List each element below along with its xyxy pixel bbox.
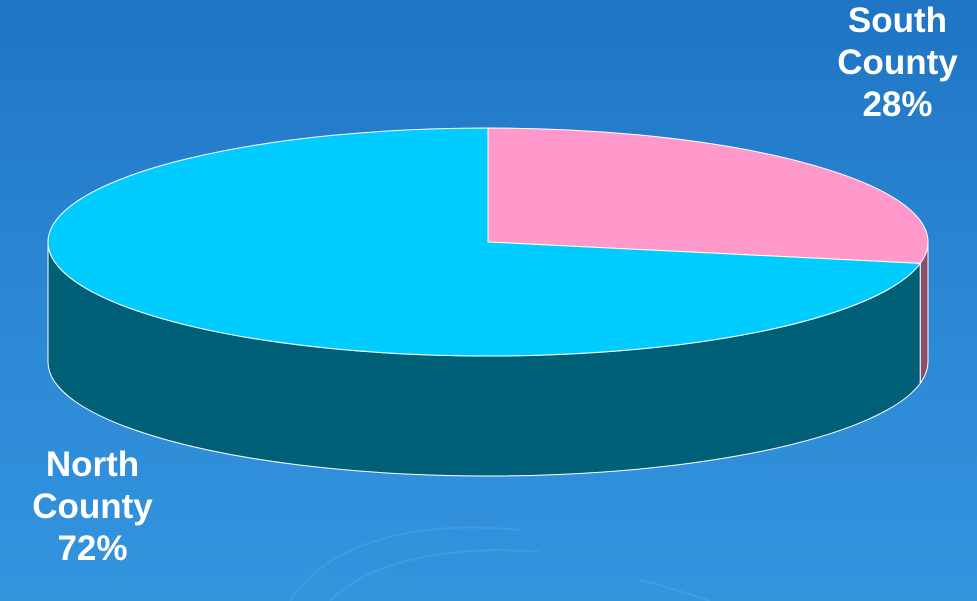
north-label-line1: North	[45, 445, 140, 484]
background-swirl	[289, 526, 711, 601]
north-label-percent: 72%	[57, 529, 128, 568]
pie-slice-north-county	[47, 127, 922, 357]
pie-slice-south-county	[487, 127, 929, 264]
slice-label-north-county: North County 72%	[10, 444, 175, 570]
south-label-line2: County	[837, 43, 958, 82]
slice-label-south-county: South County 28%	[820, 0, 975, 126]
south-label-percent: 28%	[862, 85, 933, 124]
pie-side-south-county	[919, 241, 929, 385]
south-label-line1: South	[847, 1, 948, 40]
north-label-line2: County	[32, 487, 153, 526]
